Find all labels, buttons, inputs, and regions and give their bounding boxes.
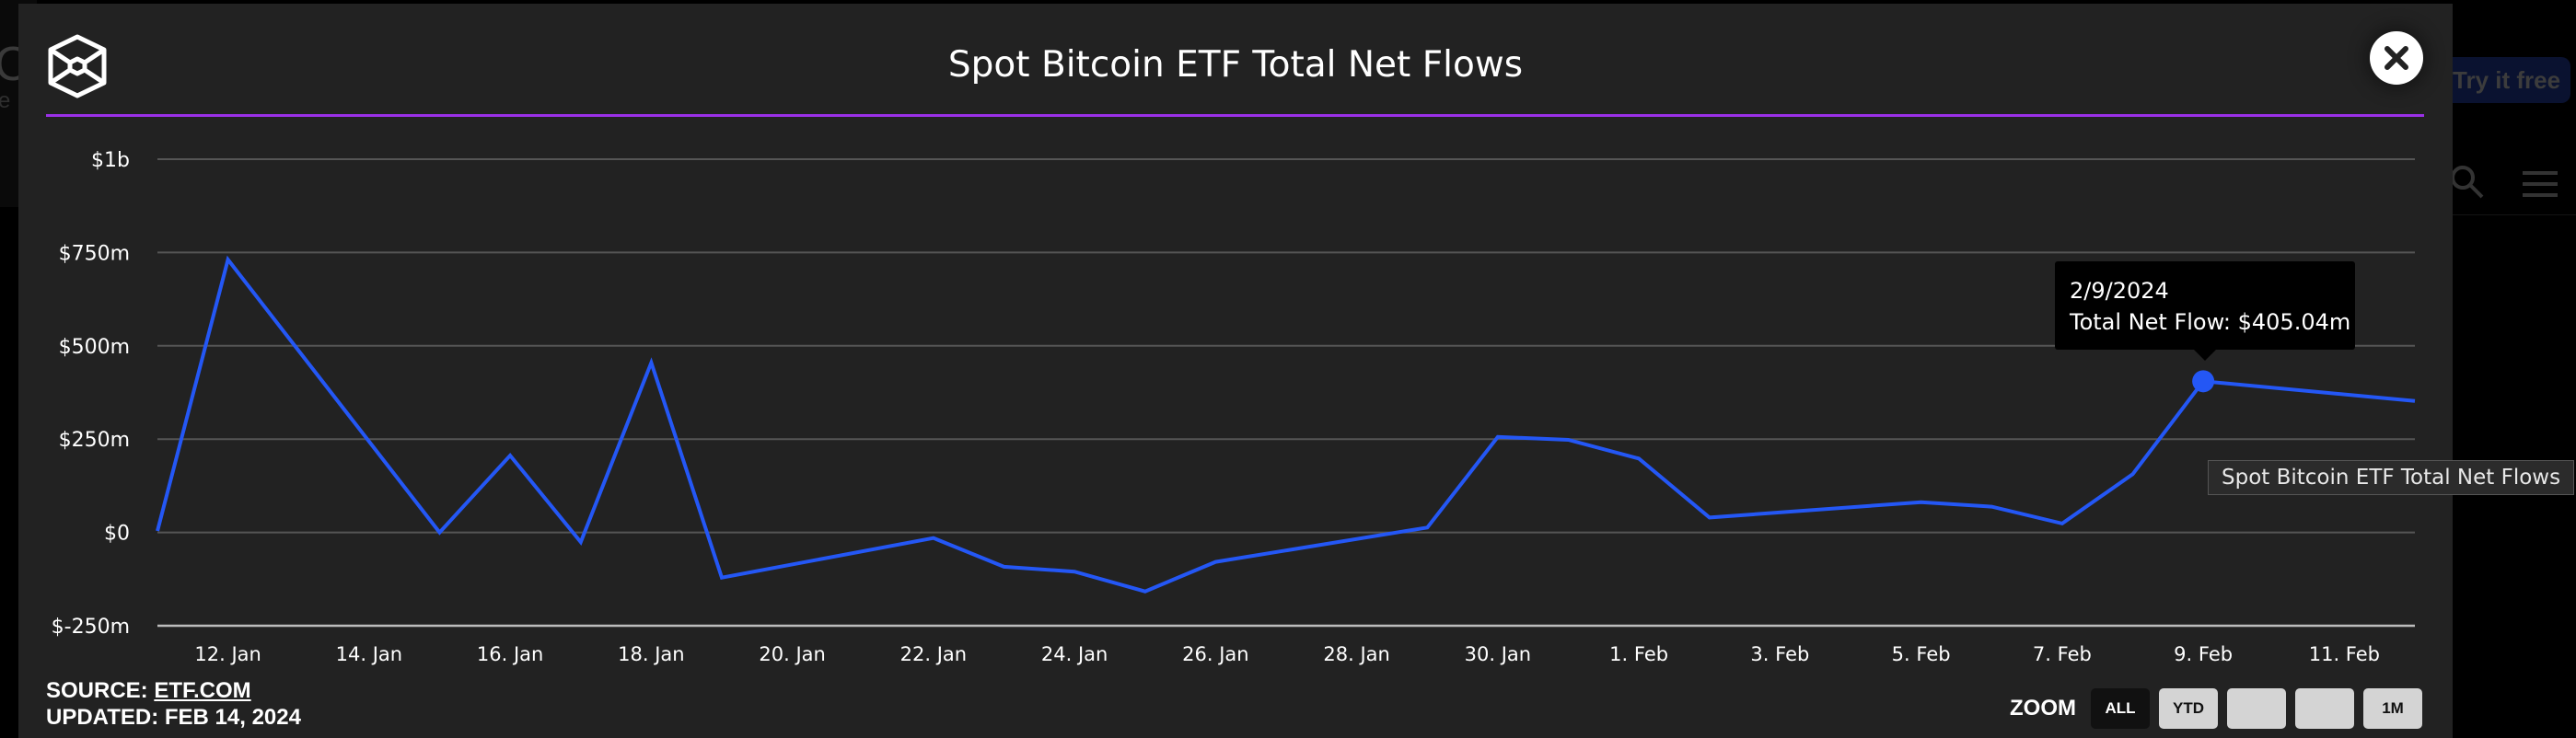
tooltip-value: Total Net Flow: $405.04m	[2070, 309, 2351, 335]
y-tick-label: $0	[104, 523, 130, 546]
x-tick-label: 22. Jan	[900, 643, 967, 665]
x-tick-label: 16. Jan	[477, 643, 543, 665]
title-divider	[46, 114, 2424, 117]
y-tick-label: $250m	[59, 429, 130, 452]
series-line	[156, 255, 2416, 594]
tooltip-date: 2/9/2024	[2070, 278, 2169, 304]
hamburger-menu-icon	[2523, 171, 2558, 197]
zoom-all-button[interactable]: ALL	[2091, 688, 2150, 729]
x-tick-label: 30. Jan	[1465, 643, 1531, 665]
x-tick-label: 1. Feb	[1609, 643, 1668, 665]
zoom-blank-button-1[interactable]	[2227, 688, 2286, 729]
zoom-label: ZOOM	[2010, 696, 2076, 721]
y-tick-label: $-250m	[52, 616, 130, 639]
y-tick-label: $750m	[59, 242, 130, 265]
highlighted-data-point	[2192, 370, 2215, 393]
close-icon	[2385, 46, 2408, 70]
background-subtext: e	[0, 88, 11, 113]
search-icon	[2451, 166, 2484, 199]
chart-modal: Spot Bitcoin ETF Total Net Flows $1b $750…	[18, 4, 2453, 738]
logo-cube-icon	[48, 34, 107, 98]
source-label: SOURCE:	[46, 678, 155, 703]
tooltip-arrow	[2194, 350, 2216, 361]
zoom-1m-button[interactable]: 1M	[2363, 688, 2422, 729]
x-tick-label: 14. Jan	[336, 643, 402, 665]
x-tick-label: 7. Feb	[2033, 643, 2092, 665]
source-info: SOURCE: ETF.COM UPDATED: FEB 14, 2024	[46, 677, 301, 731]
x-tick-label: 28. Jan	[1323, 643, 1389, 665]
updated-date: UPDATED: FEB 14, 2024	[46, 705, 301, 730]
zoom-controls: ZOOM ALL YTD 1M	[2010, 688, 2422, 729]
x-tick-label: 3. Feb	[1750, 643, 1809, 665]
x-tick-label: 18. Jan	[618, 643, 684, 665]
chart-title: Spot Bitcoin ETF Total Net Flows	[947, 44, 1524, 86]
zoom-ytd-button[interactable]: YTD	[2159, 688, 2218, 729]
try-it-free-button: Try it free	[2431, 57, 2570, 103]
series-hover-label: Spot Bitcoin ETF Total Net Flows	[2208, 460, 2575, 495]
source-link[interactable]: ETF.COM	[154, 678, 251, 703]
close-button[interactable]	[2370, 31, 2423, 85]
y-tick-label: $500m	[59, 336, 130, 359]
line-chart: $1b $750m $500m $250m $0 $-250m 12. Jan 14. Ja…	[52, 149, 2416, 665]
x-tick-label: 9. Feb	[2174, 643, 2233, 665]
data-tooltip: 2/9/2024 Total Net Flow: $405.04m	[2055, 261, 2355, 361]
x-tick-label: 24. Jan	[1041, 643, 1108, 665]
zoom-blank-button-2[interactable]	[2295, 688, 2354, 729]
background-divider	[2453, 214, 2576, 215]
x-tick-label: 11. Feb	[2309, 643, 2380, 665]
y-tick-label: $1b	[91, 149, 130, 172]
x-tick-label: 20. Jan	[759, 643, 825, 665]
x-tick-label: 5. Feb	[1892, 643, 1951, 665]
x-tick-label: 12. Jan	[194, 643, 261, 665]
source-line: SOURCE: ETF.COM	[46, 677, 301, 704]
x-tick-label: 26. Jan	[1182, 643, 1248, 665]
